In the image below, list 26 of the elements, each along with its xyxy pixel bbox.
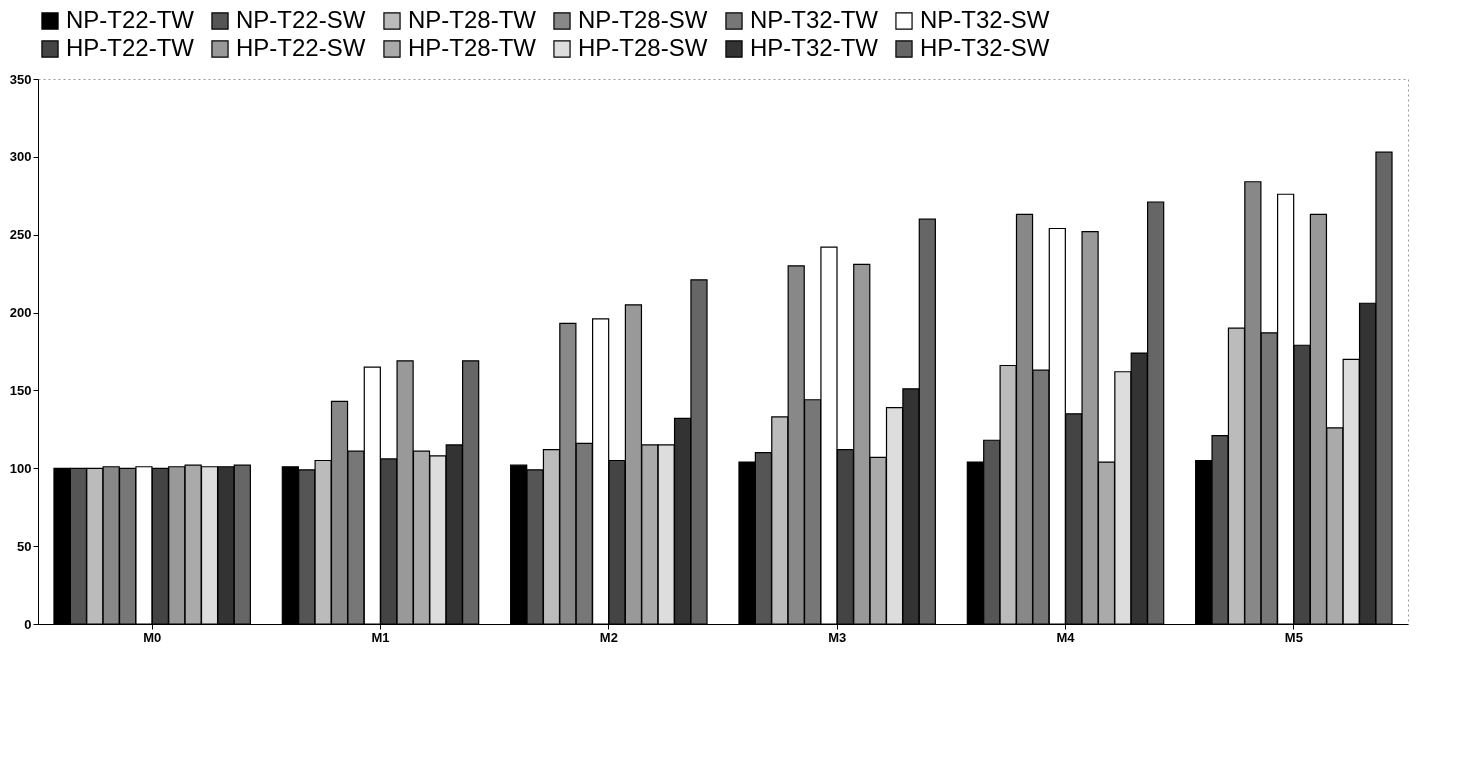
y-tick-label: 0	[24, 616, 32, 632]
y-tick-label: 250	[9, 227, 32, 243]
y-tick-label: 200	[9, 305, 32, 321]
legend-label: NP-T32-SW	[920, 6, 1050, 33]
y-tick-label: 150	[9, 382, 32, 398]
legend-label: NP-T22-TW	[66, 6, 195, 33]
legend-label: HP-T22-SW	[236, 34, 366, 61]
legend-label: HP-T32-SW	[920, 34, 1050, 61]
legend-label: HP-T32-TW	[750, 34, 879, 61]
x-tick-label: M5	[1284, 629, 1303, 645]
y-tick-label: 300	[9, 149, 32, 165]
y-tick-label: 350	[9, 71, 32, 87]
legend-label: NP-T32-TW	[750, 6, 879, 33]
legend-label: HP-T22-TW	[66, 34, 195, 61]
x-tick-label: M3	[828, 629, 847, 645]
y-tick-label: 100	[9, 460, 32, 476]
legend-label: NP-T28-SW	[578, 6, 708, 33]
x-tick-label: M2	[599, 629, 618, 645]
x-tick-label: M4	[1056, 629, 1076, 645]
legend-label: NP-T22-SW	[236, 6, 366, 33]
x-tick-label: M1	[371, 629, 390, 645]
legend-label: HP-T28-SW	[578, 34, 708, 61]
legend-label: NP-T28-TW	[408, 6, 537, 33]
x-tick-label: M0	[143, 629, 162, 645]
y-tick-label: 50	[17, 538, 32, 554]
legend-label: HP-T28-TW	[408, 34, 537, 61]
